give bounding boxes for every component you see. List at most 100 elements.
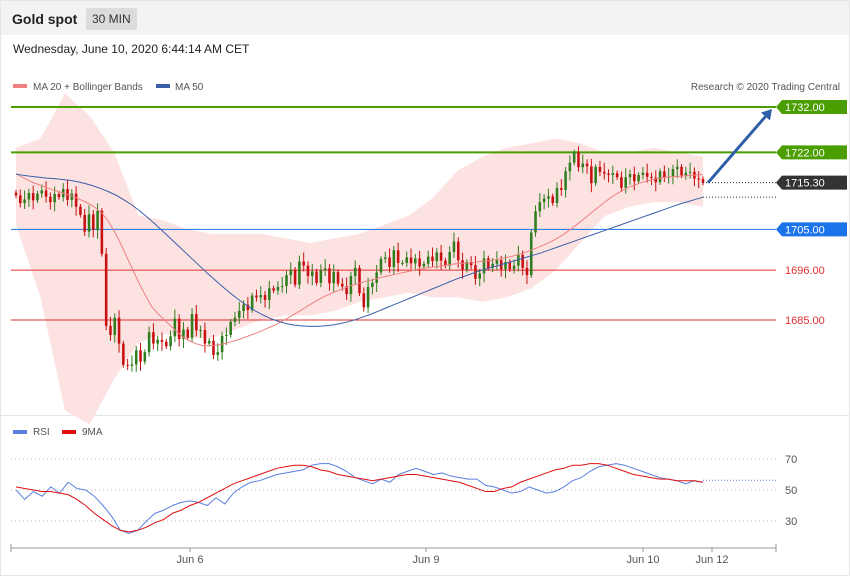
candle xyxy=(684,166,688,180)
candle xyxy=(358,265,361,296)
candle-body xyxy=(525,267,529,276)
candle-body xyxy=(482,258,486,274)
credit-text: Research © 2020 Trading Central xyxy=(691,82,840,93)
candle xyxy=(31,185,35,210)
level-tag-1705-00-label: 1705.00 xyxy=(785,224,825,236)
candle xyxy=(117,310,121,353)
candle-body xyxy=(341,283,344,287)
ma50-legend-label: MA 50 xyxy=(175,82,204,93)
candle-body xyxy=(255,295,258,298)
candle xyxy=(431,247,434,267)
candle-body xyxy=(654,177,658,183)
candle xyxy=(529,229,533,278)
candle-body xyxy=(173,318,177,337)
candle-body xyxy=(366,286,370,308)
candle xyxy=(371,278,374,295)
candle-body xyxy=(53,194,56,203)
candle-body xyxy=(396,250,400,263)
candle-body xyxy=(259,295,263,298)
candle-body xyxy=(409,257,413,264)
candle-body xyxy=(328,268,331,284)
candle-body xyxy=(521,254,524,268)
candle-body xyxy=(435,252,439,262)
candle-body xyxy=(242,304,245,311)
candle xyxy=(130,355,134,372)
candle-body xyxy=(568,162,572,172)
candle-body xyxy=(165,341,168,347)
rsi-ma-legend-label: 9MA xyxy=(82,427,103,438)
ma50-line xyxy=(15,173,704,327)
candle-body xyxy=(315,271,318,283)
candle-body xyxy=(250,295,254,311)
candle xyxy=(27,188,31,207)
candle-body xyxy=(598,166,602,172)
candle-body xyxy=(611,173,615,175)
candle-body xyxy=(358,267,361,294)
candle-body xyxy=(229,321,232,335)
timeframe-badge[interactable]: 30 MIN xyxy=(86,8,137,30)
level-tag-1722-00-label: 1722.00 xyxy=(785,147,825,159)
candle-body xyxy=(504,261,507,270)
candle xyxy=(628,169,632,185)
candle xyxy=(448,246,451,270)
candle xyxy=(675,159,679,179)
rsi-tick-label: 70 xyxy=(785,454,797,466)
candle-body xyxy=(233,317,237,322)
candle-body xyxy=(538,202,542,212)
candle xyxy=(302,252,305,272)
candle-body xyxy=(491,263,494,268)
x-ticks: Jun 6 Jun 9 Jun 10 Jun 12 xyxy=(10,544,777,566)
candle-body xyxy=(542,198,546,203)
candle xyxy=(401,260,404,266)
candle xyxy=(551,193,554,206)
candle xyxy=(83,208,86,236)
level-tag-1705-00-bg xyxy=(776,222,847,237)
candle xyxy=(521,250,524,276)
candle-body xyxy=(615,173,619,178)
candle xyxy=(349,271,353,302)
candle xyxy=(199,325,202,338)
candle xyxy=(654,170,658,192)
candle xyxy=(74,186,78,216)
candle-body xyxy=(645,172,649,177)
candle-body xyxy=(534,211,537,233)
candle xyxy=(482,250,486,283)
candle-body xyxy=(675,166,679,170)
level-tag-1705-00: 1705.00 xyxy=(776,222,847,237)
rsi-ma-legend-swatch xyxy=(62,430,76,434)
level-tag-1732-00-label: 1732.00 xyxy=(785,102,825,114)
candle-body xyxy=(701,179,705,183)
candle xyxy=(152,323,155,350)
candle xyxy=(572,149,576,166)
candle-body xyxy=(444,260,447,266)
candle xyxy=(456,237,460,268)
candle-body xyxy=(624,177,627,188)
candle-body xyxy=(684,172,688,176)
candle xyxy=(173,309,177,343)
candle xyxy=(615,170,619,180)
candle-body xyxy=(87,214,91,232)
candle xyxy=(388,248,391,273)
candle xyxy=(23,190,26,209)
candle xyxy=(418,250,421,276)
ma20-line xyxy=(15,173,704,347)
candle xyxy=(268,280,271,310)
candle xyxy=(19,189,22,208)
candle xyxy=(36,190,39,204)
candle-body xyxy=(134,350,138,365)
candle-body xyxy=(306,265,310,277)
candle xyxy=(207,338,211,347)
candle xyxy=(697,171,700,189)
candle xyxy=(122,340,125,368)
candle xyxy=(414,254,417,271)
candle xyxy=(276,281,280,295)
candle xyxy=(345,277,348,301)
candle-body xyxy=(285,275,288,287)
candle-body xyxy=(160,339,164,342)
candle-body xyxy=(147,332,151,353)
candle xyxy=(126,358,129,371)
candle xyxy=(409,248,413,270)
candle xyxy=(323,259,327,277)
candle-body xyxy=(122,343,125,365)
candle xyxy=(319,264,323,288)
